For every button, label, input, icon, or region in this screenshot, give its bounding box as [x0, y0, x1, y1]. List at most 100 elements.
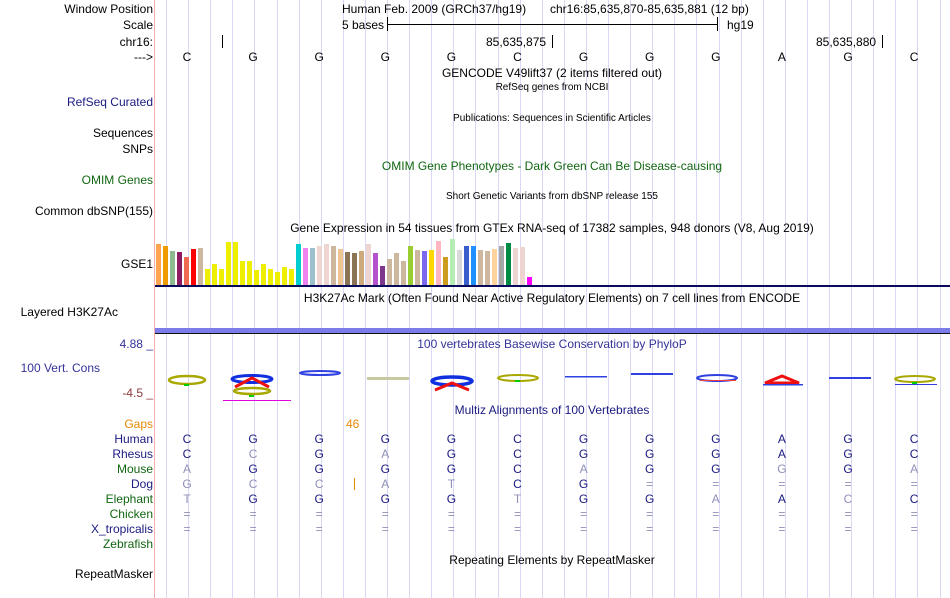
- gtex-tissue-bar[interactable]: [415, 249, 420, 286]
- species-label[interactable]: Elephant: [105, 492, 153, 506]
- gtex-tissue-bar[interactable]: [205, 269, 210, 286]
- species-label[interactable]: Zebrafish: [102, 537, 153, 551]
- gtex-tissue-bar[interactable]: [359, 250, 364, 286]
- gencode-track-title: GENCODE V49lift37 (2 items filtered out): [441, 66, 663, 80]
- alignment-base: C: [182, 432, 192, 446]
- gtex-tissue-bar[interactable]: [506, 242, 511, 286]
- gtex-tissue-bar[interactable]: [212, 264, 217, 286]
- gtex-tissue-bar[interactable]: [268, 269, 273, 286]
- gtex-tissue-bar[interactable]: [394, 253, 399, 286]
- h3k27ac-track-title: H3K27Ac Mark (Often Found Near Active Re…: [303, 291, 801, 305]
- alignment-base: =: [447, 522, 455, 536]
- gtex-tissue-bar[interactable]: [373, 253, 378, 286]
- gtex-tissue-bar[interactable]: [408, 245, 413, 286]
- gtex-tissue-bar[interactable]: [177, 252, 182, 286]
- gtex-tissue-bar[interactable]: [233, 242, 238, 286]
- gtex-tissue-bar[interactable]: [289, 269, 294, 286]
- gtex-tissue-bar[interactable]: [492, 249, 497, 286]
- reference-base: C: [182, 50, 192, 64]
- gtex-tissue-bar[interactable]: [450, 239, 455, 286]
- alignment-base: G: [314, 462, 324, 476]
- window-position-label: Window Position: [64, 2, 153, 16]
- alignment-base: =: [381, 522, 389, 536]
- alignment-base: A: [711, 492, 720, 506]
- species-label[interactable]: Human: [114, 432, 153, 446]
- gtex-tissue-bar[interactable]: [345, 251, 350, 286]
- grid-line: [276, 0, 278, 598]
- alignment-base: A: [381, 477, 390, 491]
- gtex-tissue-bar[interactable]: [324, 243, 329, 286]
- gtex-tissue-bar[interactable]: [485, 250, 490, 286]
- gtex-bar-chart[interactable]: [155, 237, 535, 286]
- track-label-dbsnp[interactable]: Common dbSNP(155): [34, 204, 153, 218]
- species-label[interactable]: Dog: [130, 477, 153, 491]
- track-label-refseq[interactable]: RefSeq Curated: [66, 95, 153, 109]
- alignment-base: =: [580, 522, 588, 536]
- species-label[interactable]: Mouse: [116, 462, 153, 476]
- gtex-tissue-bar[interactable]: [254, 270, 259, 286]
- gtex-tissue-bar[interactable]: [296, 243, 301, 286]
- gtex-tissue-bar[interactable]: [464, 246, 469, 286]
- alignment-base: =: [844, 477, 852, 491]
- track-label-repeatmasker[interactable]: RepeatMasker: [74, 567, 153, 581]
- gtex-tissue-bar[interactable]: [366, 243, 371, 286]
- gtex-tissue-bar[interactable]: [457, 249, 462, 286]
- gtex-tissue-bar[interactable]: [352, 252, 357, 286]
- gtex-tissue-bar[interactable]: [422, 250, 427, 286]
- gtex-tissue-bar[interactable]: [261, 264, 266, 286]
- cons-track-title: 100 vertebrates Basewise Conservation by…: [417, 337, 687, 351]
- gtex-tissue-bar[interactable]: [527, 277, 532, 286]
- gtex-tissue-bar[interactable]: [198, 248, 203, 286]
- gtex-tissue-bar[interactable]: [380, 266, 385, 286]
- alignment-base: G: [578, 492, 589, 506]
- gtex-tissue-bar[interactable]: [219, 269, 224, 286]
- gtex-tissue-bar[interactable]: [443, 256, 448, 286]
- gtex-tissue-bar[interactable]: [513, 248, 518, 286]
- gtex-tissue-bar[interactable]: [401, 261, 406, 286]
- alignment-base: A: [777, 492, 786, 506]
- gtex-tissue-bar[interactable]: [170, 250, 175, 286]
- alignment-base: =: [381, 507, 389, 521]
- scale-label: Scale: [122, 18, 153, 32]
- gtex-tissue-bar[interactable]: [331, 246, 336, 286]
- track-label-sequences[interactable]: Sequences: [92, 126, 153, 140]
- alignment-base: C: [513, 477, 522, 491]
- gtex-tissue-bar[interactable]: [478, 249, 483, 286]
- alignment-base: =: [910, 477, 918, 491]
- gtex-tissue-bar[interactable]: [163, 246, 168, 286]
- gtex-tissue-bar[interactable]: [499, 246, 504, 286]
- gtex-tissue-bar[interactable]: [240, 261, 245, 286]
- track-label-omim[interactable]: OMIM Genes: [81, 173, 153, 187]
- track-label-h3k27ac[interactable]: Layered H3K27Ac: [20, 305, 118, 319]
- gtex-tissue-bar[interactable]: [429, 249, 434, 286]
- gtex-tissue-bar[interactable]: [226, 242, 231, 286]
- alignment-base: =: [844, 522, 852, 536]
- track-label-gtex[interactable]: GSE1: [120, 257, 153, 271]
- species-label[interactable]: Chicken: [109, 507, 153, 521]
- scale-bar: [387, 24, 717, 25]
- alignment-base: =: [646, 522, 654, 536]
- gtex-tissue-bar[interactable]: [191, 249, 196, 286]
- gtex-tissue-bar[interactable]: [275, 271, 280, 286]
- gtex-tissue-bar[interactable]: [338, 249, 343, 286]
- gtex-tissue-bar[interactable]: [387, 258, 392, 286]
- species-label[interactable]: X_tropicalis: [90, 522, 153, 536]
- grid-line: [232, 0, 234, 598]
- gtex-tissue-bar[interactable]: [303, 248, 308, 286]
- logo-pos-9: [696, 374, 738, 382]
- alignment-base: G: [446, 492, 457, 506]
- gtex-tissue-bar[interactable]: [436, 241, 441, 286]
- gtex-tissue-bar[interactable]: [310, 248, 315, 286]
- gtex-tissue-bar[interactable]: [471, 246, 476, 286]
- gtex-tissue-bar[interactable]: [156, 244, 161, 286]
- gtex-tissue-bar[interactable]: [184, 256, 189, 286]
- track-label-snps[interactable]: SNPs: [122, 142, 153, 156]
- gtex-tissue-bar[interactable]: [282, 266, 287, 286]
- gtex-tissue-bar[interactable]: [317, 245, 322, 286]
- species-label[interactable]: Rhesus: [112, 447, 153, 461]
- track-label-cons[interactable]: 100 Vert. Cons: [20, 361, 100, 375]
- gtex-tissue-bar[interactable]: [520, 247, 525, 286]
- gtex-tissue-bar[interactable]: [247, 261, 252, 286]
- alignment-base: =: [513, 507, 521, 521]
- logo-pos-11: [829, 377, 871, 379]
